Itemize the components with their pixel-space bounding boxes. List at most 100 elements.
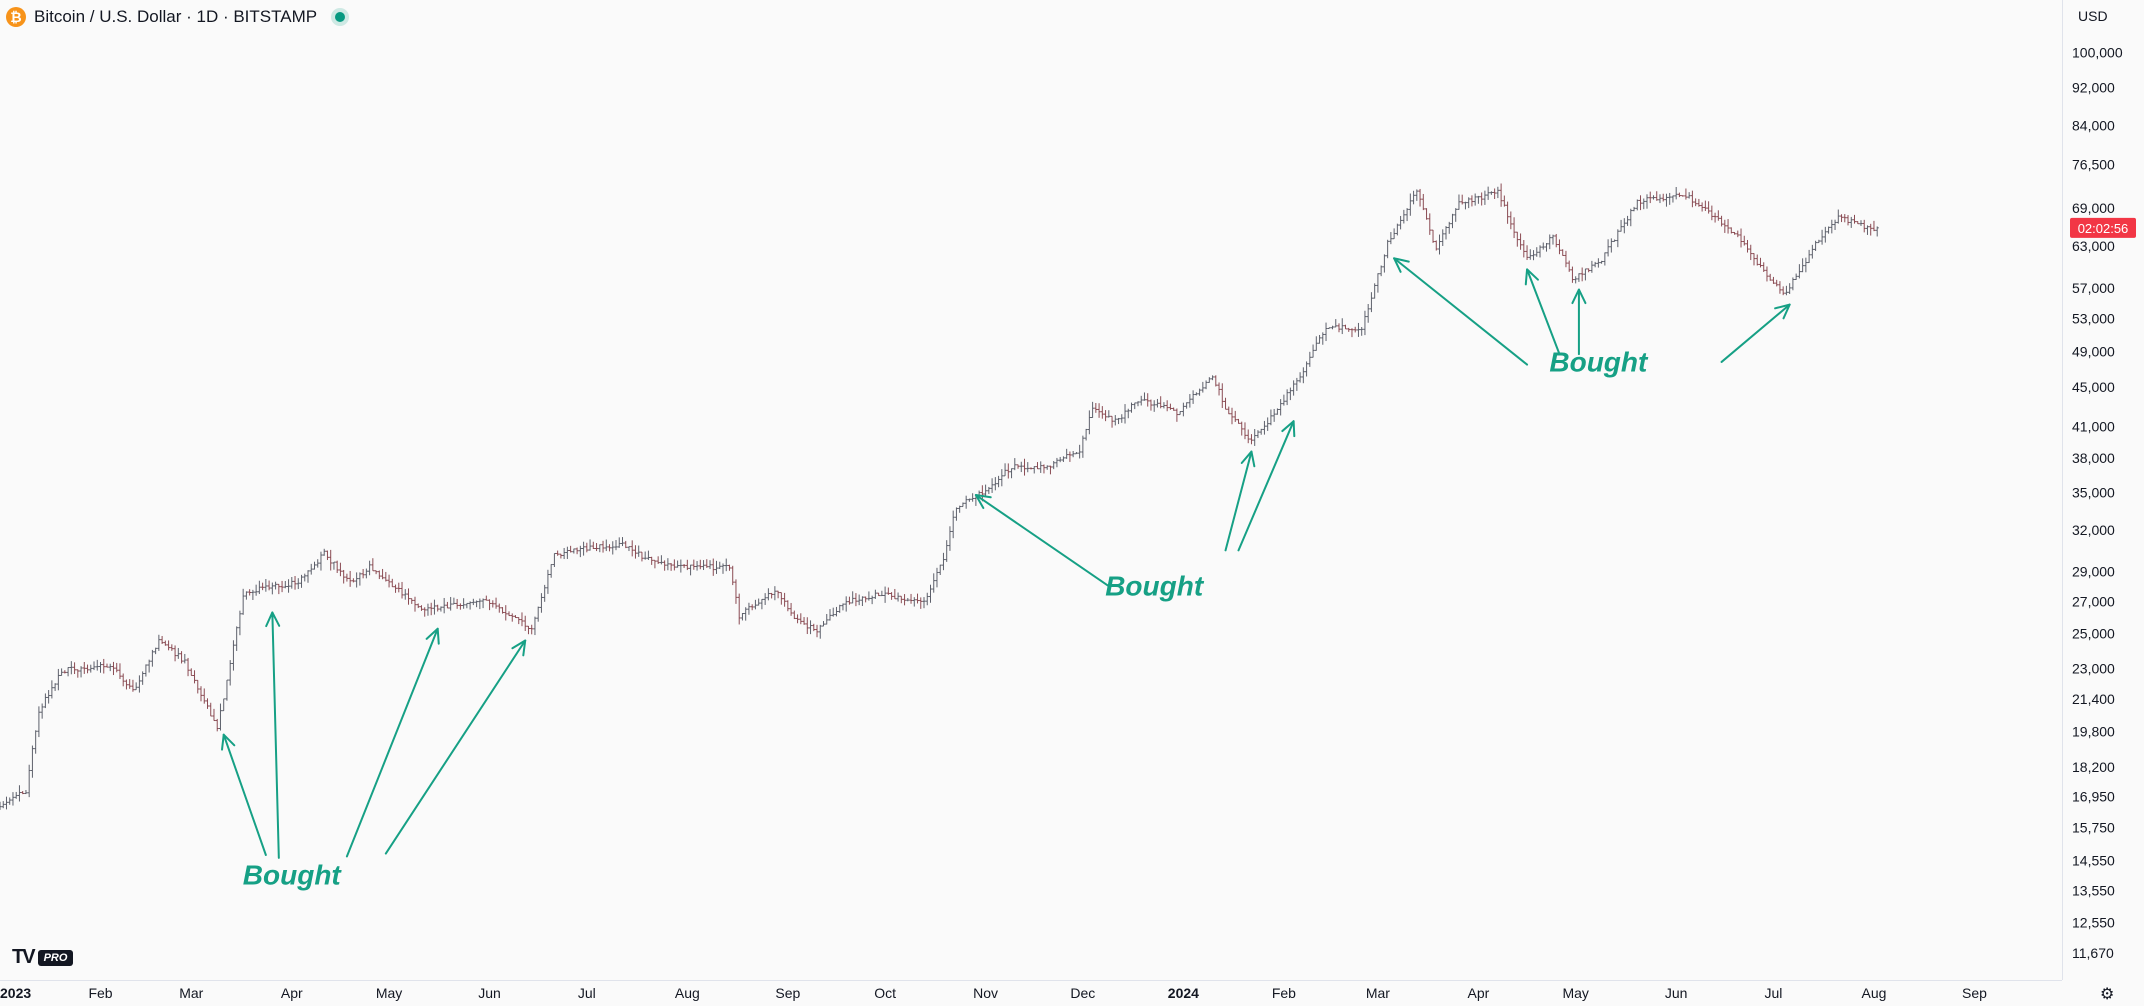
ohlc-bar (990, 478, 994, 493)
ohlc-bar (196, 679, 200, 694)
ohlc-bar (345, 573, 349, 582)
market-status-icon[interactable] (335, 12, 346, 22)
ohlc-bar (1499, 183, 1503, 207)
time-tick-label: Sep (775, 985, 800, 1001)
ohlc-bar (1781, 286, 1785, 296)
ohlc-bar (1389, 232, 1393, 245)
ohlc-bar (1298, 372, 1302, 383)
symbol-title[interactable]: Bitcoin / U.S. Dollar · 1D · BITSTAMP (34, 7, 318, 26)
ohlc-bar (993, 477, 997, 491)
ohlc-bar (1583, 268, 1588, 281)
ohlc-bar (17, 785, 22, 802)
ohlc-bar (1622, 218, 1626, 234)
ohlc-bar (646, 550, 651, 560)
ohlc-bar (1810, 244, 1814, 259)
ohlc-bar (1282, 394, 1286, 406)
ohlc-bar (915, 593, 920, 604)
ohlc-bar (1347, 327, 1351, 332)
time-axis-border (0, 980, 2062, 981)
ohlc-bar (1463, 201, 1468, 210)
ohlc-bar (1181, 402, 1185, 417)
price-tick-label: 38,000 (2072, 450, 2115, 466)
ohlc-bar (215, 718, 219, 732)
ohlc-bar (1830, 219, 1834, 234)
ohlc-bar (601, 540, 605, 553)
ohlc-bar (1700, 202, 1704, 212)
ohlc-bar (462, 598, 466, 609)
ohlc-bar (1055, 457, 1059, 468)
ohlc-bar (1113, 415, 1117, 426)
ohlc-bar (1217, 382, 1221, 396)
ohlc-bar (228, 660, 232, 686)
ohlc-bar (526, 625, 531, 635)
ohlc-bar (770, 592, 774, 599)
ohlc-bar (1399, 215, 1403, 230)
ohlc-bar (1632, 206, 1636, 212)
ohlc-bar (543, 584, 547, 602)
ohlc-bar (1058, 456, 1062, 463)
ohlc-bar (1386, 239, 1390, 259)
ohlc-bar (257, 580, 261, 595)
tradingview-logo[interactable]: TV PRO (12, 946, 74, 969)
ohlc-bar (1804, 257, 1808, 273)
time-tick-label: May (1562, 985, 1588, 1001)
ohlc-bar (111, 661, 116, 676)
ohlc-bar (954, 507, 959, 521)
ohlc-bar (390, 578, 394, 588)
symbol-header[interactable]: ₿ Bitcoin / U.S. Dollar · 1D · BITSTAMP (0, 0, 346, 34)
ohlc-bar (834, 606, 839, 617)
ohlc-bar (578, 545, 582, 558)
ohlc-bar (1561, 249, 1565, 256)
ohlc-bar (1366, 303, 1370, 323)
ohlc-bar (1068, 451, 1072, 462)
ohlc-bar (1048, 465, 1053, 475)
gear-icon[interactable]: ⚙ (2100, 986, 2115, 1003)
ohlc-bar (844, 596, 848, 612)
ohlc-bar (789, 602, 793, 616)
ohlc-bar (1778, 281, 1782, 294)
ohlc-bar (698, 559, 702, 570)
ohlc-bar (682, 564, 686, 568)
ohlc-bar (1253, 429, 1257, 446)
ohlc-bar (1593, 261, 1597, 268)
ohlc-bar (1214, 375, 1218, 387)
ohlc-bar (1603, 252, 1607, 266)
ohlc-bar (1126, 408, 1130, 419)
ohlc-bar (666, 558, 670, 571)
annotation-arrow (1720, 303, 1791, 363)
ohlc-bar (79, 666, 83, 678)
time-tick-label: Mar (1366, 985, 1390, 1001)
ohlc-bar (102, 658, 106, 674)
ohlc-bar (1512, 217, 1516, 239)
ohlc-bar (1272, 408, 1276, 422)
ohlc-bar (688, 564, 693, 576)
ohlc-bar (76, 669, 80, 678)
ohlc-bar (714, 560, 719, 574)
ohlc-bar (899, 595, 903, 604)
ohlc-bar (1210, 375, 1215, 381)
ohlc-bar (737, 593, 741, 625)
ohlc-bar (1369, 292, 1374, 313)
ohlc-bar (92, 661, 96, 671)
ohlc-bar (1337, 323, 1341, 333)
ohlc-bar (1275, 408, 1280, 415)
time-axis: 2023 Feb Mar Apr May Jun Jul Aug Sep Oct Nov Dec 202… (0, 985, 1987, 1001)
ohlc-bar (277, 583, 281, 595)
ohlc-bar (1625, 215, 1630, 226)
ohlc-bar (280, 580, 284, 593)
price-tick-label: 25,000 (2072, 626, 2115, 642)
ohlc-bar (1259, 428, 1263, 435)
ohlc-bar (335, 560, 339, 573)
ohlc-bar (987, 486, 991, 494)
ohlc-bar (1000, 469, 1004, 487)
ohlc-bar (144, 664, 148, 677)
ohlc-bar (1745, 239, 1750, 253)
currency-selector[interactable]: USD (2070, 2, 2134, 30)
ohlc-bar (1703, 200, 1707, 211)
time-tick-label: Dec (1070, 985, 1095, 1001)
ohlc-bar (711, 558, 715, 576)
price-tick-label: 21,400 (2072, 691, 2115, 707)
ohlc-bar (1392, 228, 1396, 240)
